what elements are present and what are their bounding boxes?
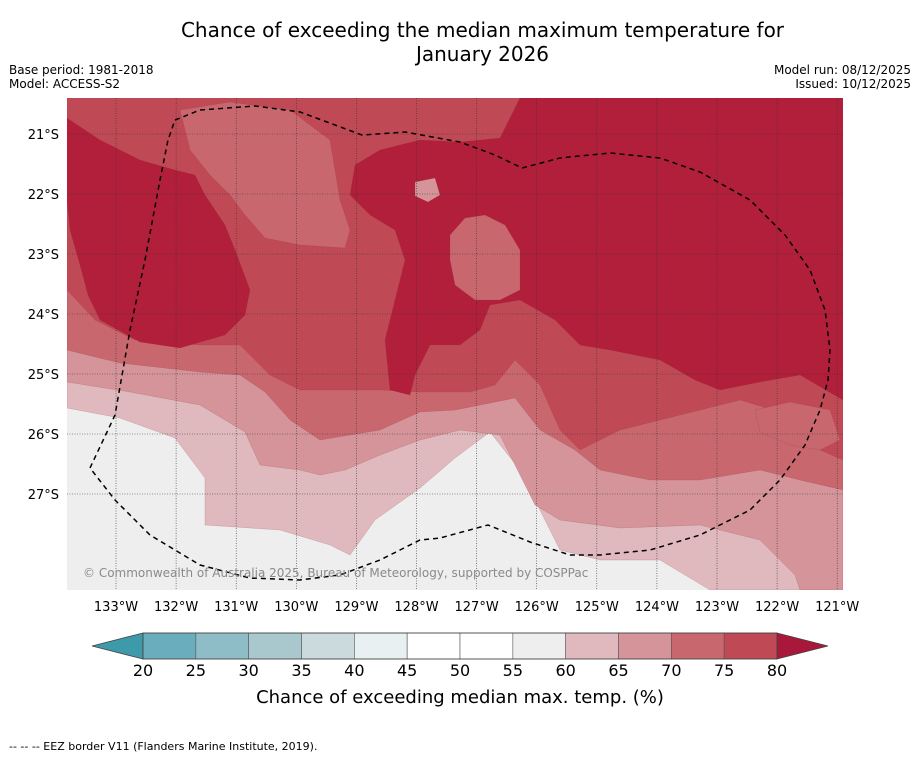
colorbar-segments <box>142 632 778 660</box>
latitude-label: 23°S <box>28 248 59 263</box>
map-graticule <box>67 98 843 590</box>
colorbar-tick-labels: 20 25 30 35 40 45 50 55 60 65 70 75 80 <box>133 661 787 680</box>
issued-date: Issued: 10/12/2025 <box>795 77 911 91</box>
latitude-label: 21°S <box>28 128 59 143</box>
longitude-label: 128°W <box>394 600 438 615</box>
latitude-label: 24°S <box>28 308 59 323</box>
longitude-label: 132°W <box>154 600 198 615</box>
colorbar-tick-label: 55 <box>503 661 523 680</box>
meta-left: Base period: 1981-2018 Model: ACCESS-S2 <box>9 63 154 91</box>
colorbar: 20 25 30 35 40 45 50 55 60 65 70 75 80 Chance of exc… <box>91 632 829 708</box>
map-title: Chance of exceeding the median maximum t… <box>0 18 919 66</box>
colorbar-tick-label: 65 <box>608 661 628 680</box>
colorbar-segment <box>512 632 566 660</box>
longitude-label: 131°W <box>214 600 258 615</box>
colorbar-tick-label: 45 <box>397 661 417 680</box>
longitude-label: 124°W <box>635 600 679 615</box>
longitude-label: 129°W <box>334 600 378 615</box>
colorbar-tick-label: 75 <box>714 661 734 680</box>
colorbar-tick-label: 50 <box>450 661 470 680</box>
colorbar-segment <box>406 632 461 660</box>
colorbar-tick-label: 70 <box>661 661 681 680</box>
latitude-label: 27°S <box>28 488 59 503</box>
copyright-note: © Commonwealth of Australia 2025, Bureau… <box>83 566 588 580</box>
longitude-label: 127°W <box>455 600 499 615</box>
latitude-labels: 21°S 22°S 23°S 24°S 25°S 26°S 27°S <box>28 128 59 503</box>
eez-legend-note: -- -- -- EEZ border V11 (Flanders Marine… <box>9 740 318 753</box>
latitude-label: 22°S <box>28 188 59 203</box>
colorbar-tick-label: 25 <box>186 661 206 680</box>
longitude-labels: 133°W 132°W 131°W 130°W 129°W 128°W 127°W 126°W… <box>94 600 860 615</box>
longitude-label: 126°W <box>515 600 559 615</box>
meta-right: Model run: 08/12/2025 Issued: 10/12/2025 <box>774 63 911 91</box>
latitude-label: 26°S <box>28 428 59 443</box>
latitude-label: 25°S <box>28 368 59 383</box>
region-75-80-patch <box>414 177 441 203</box>
colorbar-segment <box>565 632 619 660</box>
region-55-60-patch <box>380 555 545 590</box>
colorbar-tick-label: 40 <box>344 661 364 680</box>
colorbar-segment <box>248 632 302 660</box>
longitude-label: 130°W <box>274 600 318 615</box>
title-line-2: January 2026 <box>415 42 550 66</box>
longitude-label: 133°W <box>94 600 138 615</box>
colorbar-tick-label: 20 <box>133 661 153 680</box>
longitude-label: 121°W <box>815 600 859 615</box>
colorbar-segment <box>142 632 197 660</box>
colorbar-under-triangle <box>91 632 144 660</box>
colorbar-segment <box>195 632 249 660</box>
colorbar-tick-label: 80 <box>767 661 787 680</box>
colorbar-tick-label: 60 <box>555 661 575 680</box>
title-line-1: Chance of exceeding the median maximum t… <box>180 18 785 42</box>
colorbar-tick-label: 35 <box>291 661 311 680</box>
colorbar-label: Chance of exceeding median max. temp. (%… <box>256 687 664 708</box>
map-plot-area: © Commonwealth of Australia 2025, Bureau… <box>67 98 843 590</box>
colorbar-segment <box>459 632 514 660</box>
colorbar-segment <box>723 632 778 660</box>
colorbar-tick-label: 30 <box>238 661 258 680</box>
longitude-label: 123°W <box>695 600 739 615</box>
region-65-70-patch-lower <box>449 214 521 301</box>
longitude-label: 122°W <box>755 600 799 615</box>
colorbar-over-triangle <box>776 632 829 660</box>
region-65-70-patch-north <box>179 101 351 249</box>
longitude-label: 125°W <box>575 600 619 615</box>
model-run: Model run: 08/12/2025 <box>773 63 911 77</box>
model-name: Model: ACCESS-S2 <box>9 77 121 91</box>
colorbar-segment <box>671 632 725 660</box>
base-period: Base period: 1981-2018 <box>9 63 154 77</box>
colorbar-segment <box>618 632 672 660</box>
colorbar-segment <box>301 632 355 660</box>
colorbar-segment <box>354 632 408 660</box>
